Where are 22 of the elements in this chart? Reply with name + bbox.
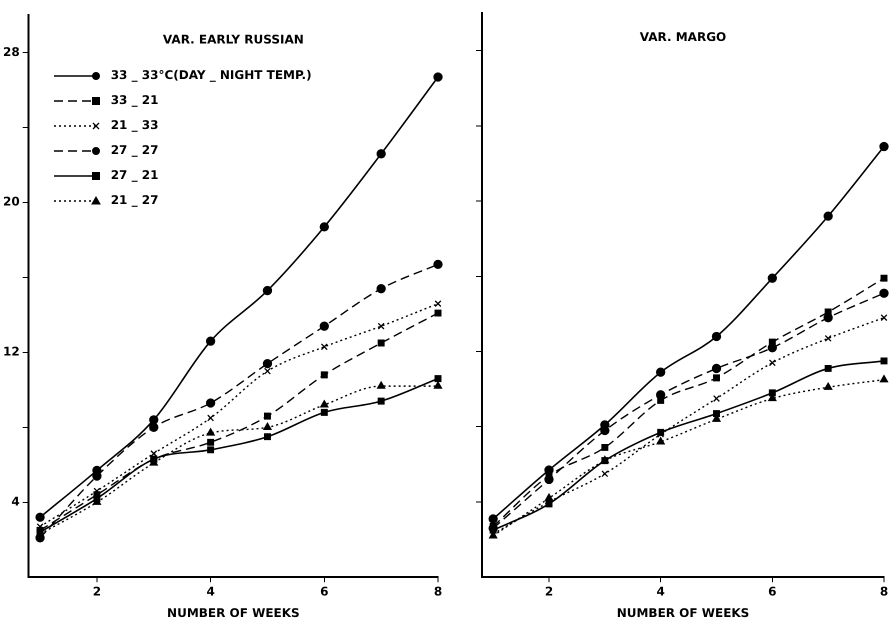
y-tick-label: 20	[2, 194, 20, 209]
legend-label: 27 _ 27	[110, 142, 158, 160]
x-tick-label: 4	[206, 584, 215, 599]
legend-label: 33 _ 21	[110, 92, 158, 110]
y-tick-label: 28	[2, 44, 20, 59]
x-tick-label: 6	[320, 584, 328, 599]
x-tick-label: 2	[544, 584, 554, 599]
x-axis-title: NUMBER OF WEEKS	[167, 606, 300, 620]
x-tick-label: 2	[92, 584, 102, 599]
x-axis-title: NUMBER OF WEEKS	[616, 606, 750, 620]
legend-label: 21 _ 27	[110, 192, 158, 210]
text: VAR. EARLY RUSSIAN	[162, 32, 304, 46]
legend-label: 33 _ 33°C(DAY _ NIGHT TEMP.)	[110, 67, 312, 84]
legend-label: 27 _ 21	[110, 167, 158, 184]
y-tick-label: 4	[11, 494, 20, 508]
x-tick-label: 8	[880, 584, 888, 599]
text: VAR. MARGO	[640, 30, 726, 44]
x-tick-label: 6	[768, 584, 777, 599]
x-tick-label: 8	[434, 584, 442, 599]
y-tick-label: 12	[2, 344, 20, 359]
x-tick-label: 4	[656, 584, 665, 599]
legend-label: 21 _ 33	[110, 117, 158, 134]
